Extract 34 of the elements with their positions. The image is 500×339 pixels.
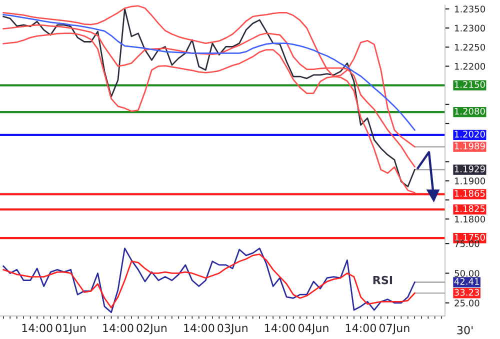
x-tick-label: 01Jun xyxy=(56,324,86,334)
x-tick-label: 02Jun xyxy=(136,324,167,334)
line-series xyxy=(2,14,416,131)
ref-line-label: 1.2020 xyxy=(454,130,485,138)
data-label: 1.1929 xyxy=(454,166,485,172)
line-series xyxy=(2,254,416,308)
ref-line-label: 1.2080 xyxy=(454,108,485,115)
annotation: RSI xyxy=(373,276,392,284)
text: 30' xyxy=(457,326,473,334)
y-tick-label: 50.00 xyxy=(454,270,480,277)
ref-line-label: 1.2150 xyxy=(454,81,485,88)
x-tick-label: 14:00 xyxy=(346,324,376,332)
data-label: 1.1989 xyxy=(454,142,485,150)
x-tick-label: 14:00 xyxy=(265,324,296,332)
ref-line-label: 1.1865 xyxy=(454,190,485,197)
ref-line-label: 1.1825 xyxy=(454,205,485,212)
ref-line-label: 1.1750 xyxy=(454,234,485,241)
y-tick-label: 25.00 xyxy=(454,300,480,306)
y-tick-label: 1.2350 xyxy=(455,6,486,12)
x-tick-label: 03Jun xyxy=(218,324,248,334)
y-tick-label: 1.2300 xyxy=(455,24,486,32)
y-tick-label: 1.1800 xyxy=(455,216,486,223)
y-tick-label: 1.2200 xyxy=(455,62,486,70)
x-tick-label: 14:00 xyxy=(184,324,214,332)
x-tick-label: 07Jun xyxy=(379,324,410,334)
line-series xyxy=(2,248,416,314)
y-tick-label: 1.2250 xyxy=(455,44,486,51)
x-tick-label: 04Jun xyxy=(298,324,328,334)
y-tick-label: 1.1900 xyxy=(455,178,486,184)
line-series xyxy=(2,8,416,188)
x-tick-label: 14:00 xyxy=(22,324,52,332)
x-tick-label: 14:00 xyxy=(103,324,134,332)
data-label: 42.41 xyxy=(454,278,479,285)
data-label: 33.23 xyxy=(454,288,480,296)
